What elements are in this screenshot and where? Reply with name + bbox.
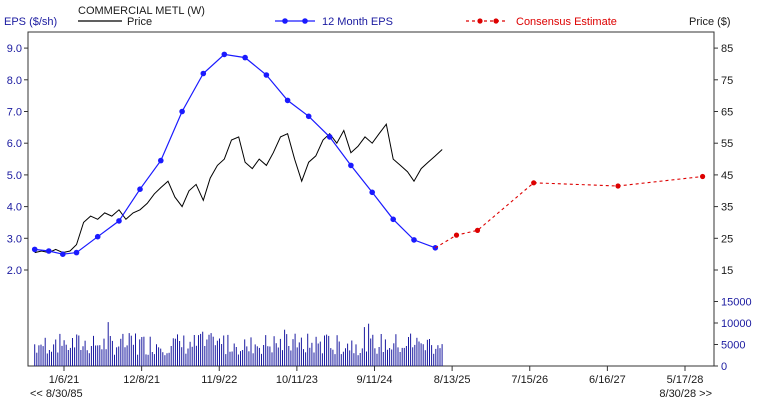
eps-point [348, 162, 354, 169]
eps-point [390, 216, 397, 223]
eps-tick-label: 4.0 [7, 202, 22, 214]
eps-tick-label: 6.0 [7, 138, 22, 150]
left-axis-label: EPS ($/sh) [4, 16, 57, 28]
eps-point [284, 97, 291, 104]
eps-point [221, 51, 228, 58]
estimate-line [435, 175, 703, 249]
price-tick-label: 65 [721, 107, 733, 119]
estimate-point [700, 173, 706, 180]
date-tick-label: 9/11/24 [357, 374, 393, 386]
date-tick-label: 10/11/23 [276, 374, 318, 386]
price-tick-label: 35 [721, 202, 733, 214]
eps-point [179, 108, 185, 115]
eps-point [242, 54, 248, 61]
eps-point [369, 189, 376, 196]
legend-price-label: Price [127, 16, 152, 28]
price-line [34, 123, 443, 254]
eps-tick-label: 9.0 [7, 43, 22, 55]
eps-point [263, 72, 270, 78]
date-tick-label: 6/16/27 [589, 374, 626, 386]
eps-point [411, 237, 417, 243]
estimate-point [453, 232, 460, 238]
volume-tick-label: 10000 [721, 318, 752, 330]
date-tick-label: 11/9/22 [201, 374, 237, 386]
eps-tick-label: 2.0 [7, 265, 22, 277]
price-tick-label: 45 [721, 170, 733, 182]
volume-tick-label: 15000 [721, 297, 752, 309]
eps-point [137, 186, 143, 192]
volume-bars [34, 322, 443, 366]
legend-eps-swatch [275, 18, 315, 24]
volume-tick-label: 0 [721, 361, 727, 373]
eps-line [34, 53, 436, 255]
date-tick-label: 7/15/26 [511, 374, 548, 386]
date-tick-label: 1/6/21 [49, 374, 80, 386]
plot-frame [27, 31, 715, 367]
eps-point [116, 218, 122, 224]
eps-point [31, 246, 38, 253]
eps-tick-label: 3.0 [7, 233, 22, 245]
price-axis-ticks: 15 25 35 45 55 65 75 85 [714, 43, 733, 277]
estimate-point [531, 180, 537, 186]
price-tick-label: 55 [721, 138, 733, 150]
legend-estimate-swatch [466, 18, 508, 24]
volume-axis-ticks: 0 5000 10000 15000 [714, 297, 752, 373]
eps-point [73, 249, 80, 256]
estimate-point [474, 227, 481, 233]
volume-tick-label: 5000 [721, 340, 745, 352]
eps-point [200, 70, 207, 77]
eps-point [46, 248, 52, 254]
eps-point [305, 113, 312, 120]
date-tick-label: 5/17/28 [667, 374, 704, 386]
eps-point [326, 134, 333, 140]
price-tick-label: 85 [721, 43, 733, 55]
range-start-label: << 8/30/85 [30, 388, 83, 400]
eps-tick-label: 8.0 [7, 75, 22, 87]
date-tick-label: 8/13/25 [434, 374, 471, 386]
right-axis-label: Price ($) [689, 16, 731, 28]
legend-eps-label: 12 Month EPS [322, 16, 393, 28]
eps-point [94, 233, 101, 240]
eps-tick-label: 7.0 [7, 107, 22, 119]
eps-tick-label: 5.0 [7, 170, 22, 182]
date-axis-ticks: 1/6/21 12/8/21 11/9/22 10/11/23 9/11/24 8/13/… [49, 366, 704, 386]
eps-point [158, 157, 164, 164]
series-layer [31, 51, 706, 257]
eps-point [60, 251, 66, 257]
company-label: COMMERCIAL METL (W) [78, 5, 205, 17]
price-tick-label: 75 [721, 75, 733, 87]
estimate-point [615, 183, 621, 189]
price-tick-label: 25 [721, 233, 733, 245]
legend-estimate-label: Consensus Estimate [516, 16, 617, 28]
date-tick-label: 12/8/21 [123, 374, 160, 386]
price-tick-label: 15 [721, 265, 733, 277]
eps-axis-ticks: 2.0 3.0 4.0 5.0 6.0 7.0 8.0 9.0 [7, 43, 28, 277]
range-end-label: 8/30/28 >> [659, 388, 712, 400]
